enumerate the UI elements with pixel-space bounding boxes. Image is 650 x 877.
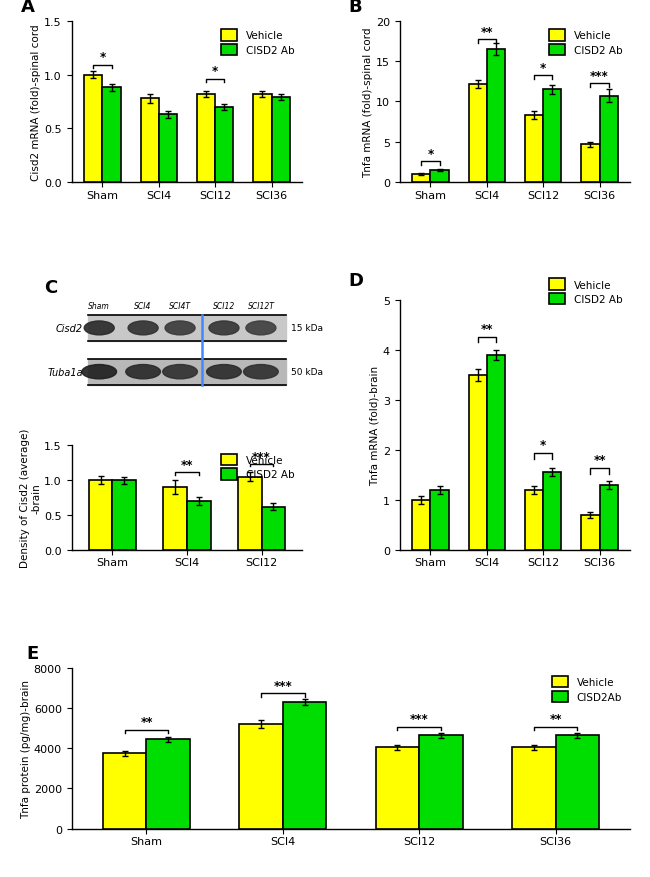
Ellipse shape xyxy=(244,365,278,380)
Ellipse shape xyxy=(209,322,239,336)
Bar xyxy=(376,747,419,829)
Text: B: B xyxy=(348,0,362,17)
Bar xyxy=(556,735,599,829)
Bar xyxy=(103,89,120,182)
Text: C: C xyxy=(44,279,57,296)
Text: SCI4T: SCI4T xyxy=(169,302,191,310)
Legend: Vehicle, CISD2 Ab: Vehicle, CISD2 Ab xyxy=(217,27,297,59)
Bar xyxy=(261,507,285,550)
Text: Tuba1a: Tuba1a xyxy=(47,367,83,377)
Bar xyxy=(599,96,618,182)
Bar xyxy=(88,316,286,341)
Bar xyxy=(543,90,561,182)
Text: SCI12T: SCI12T xyxy=(248,302,274,310)
Text: **: ** xyxy=(181,459,193,472)
Bar xyxy=(469,375,487,550)
Text: **: ** xyxy=(140,716,153,729)
Text: Sham: Sham xyxy=(88,302,110,310)
Bar xyxy=(487,50,505,182)
Bar xyxy=(88,481,112,550)
Text: E: E xyxy=(27,645,39,662)
Text: SCI4: SCI4 xyxy=(135,302,152,310)
Bar xyxy=(525,490,543,550)
Ellipse shape xyxy=(126,365,161,380)
Bar xyxy=(419,735,463,829)
Bar xyxy=(413,500,430,550)
Ellipse shape xyxy=(128,322,158,336)
Bar xyxy=(215,108,233,182)
Y-axis label: Density of Cisd2 (average)
-brain: Density of Cisd2 (average) -brain xyxy=(20,428,42,567)
Y-axis label: Tnfa protein (pg/mg)-brain: Tnfa protein (pg/mg)-brain xyxy=(21,679,31,817)
Bar xyxy=(88,360,286,385)
Bar xyxy=(543,473,561,550)
Legend: Vehicle, CISD2 Ab: Vehicle, CISD2 Ab xyxy=(217,451,297,483)
Text: Cisd2: Cisd2 xyxy=(56,324,83,333)
Bar xyxy=(512,747,556,829)
Ellipse shape xyxy=(84,322,114,336)
Text: **: ** xyxy=(480,323,493,336)
Legend: Vehicle, CISD2 Ab: Vehicle, CISD2 Ab xyxy=(545,276,625,308)
Text: ***: *** xyxy=(252,451,271,464)
Bar xyxy=(254,95,272,182)
Text: **: ** xyxy=(549,712,562,725)
Ellipse shape xyxy=(207,365,241,380)
Bar xyxy=(525,116,543,182)
Legend: Vehicle, CISD2Ab: Vehicle, CISD2Ab xyxy=(549,674,625,705)
Legend: Vehicle, CISD2 Ab: Vehicle, CISD2 Ab xyxy=(545,27,625,59)
Text: ***: *** xyxy=(274,680,292,692)
Ellipse shape xyxy=(246,322,276,336)
Bar xyxy=(582,515,599,550)
Bar xyxy=(238,477,261,550)
Text: **: ** xyxy=(480,25,493,39)
Bar xyxy=(283,702,326,829)
Bar xyxy=(582,145,599,182)
Bar xyxy=(197,95,215,182)
Y-axis label: Tnfa mRNA (fold)-brain: Tnfa mRNA (fold)-brain xyxy=(370,366,380,485)
Ellipse shape xyxy=(165,322,195,336)
Bar xyxy=(159,115,177,182)
Y-axis label: Tnfa mRNA (fold)-spinal cord: Tnfa mRNA (fold)-spinal cord xyxy=(363,27,373,177)
Text: D: D xyxy=(348,272,364,289)
Text: 50 kDa: 50 kDa xyxy=(291,367,323,377)
Text: *: * xyxy=(99,51,105,64)
Bar xyxy=(141,99,159,182)
Bar xyxy=(103,753,146,829)
Bar xyxy=(187,502,211,550)
Text: *: * xyxy=(427,148,434,161)
Bar xyxy=(84,75,103,182)
Bar xyxy=(469,85,487,182)
Text: **: ** xyxy=(593,453,606,467)
Y-axis label: Cisd2 mRNA (fold)-spinal cord: Cisd2 mRNA (fold)-spinal cord xyxy=(31,24,42,181)
Bar xyxy=(239,724,283,829)
Bar xyxy=(430,490,448,550)
Ellipse shape xyxy=(82,365,116,380)
Text: SCI12: SCI12 xyxy=(213,302,235,310)
Bar xyxy=(413,175,430,182)
Bar xyxy=(599,485,618,550)
Bar xyxy=(430,171,448,182)
Text: 15 kDa: 15 kDa xyxy=(291,324,323,333)
Text: *: * xyxy=(540,438,546,452)
Text: *: * xyxy=(212,65,218,78)
Text: ***: *** xyxy=(590,70,609,83)
Text: *: * xyxy=(540,62,546,75)
Text: A: A xyxy=(21,0,34,17)
Bar xyxy=(487,355,505,550)
Bar xyxy=(112,481,136,550)
Text: ***: *** xyxy=(410,712,428,725)
Bar xyxy=(146,739,190,829)
Ellipse shape xyxy=(162,365,198,380)
Bar xyxy=(163,488,187,550)
Bar xyxy=(272,98,289,182)
